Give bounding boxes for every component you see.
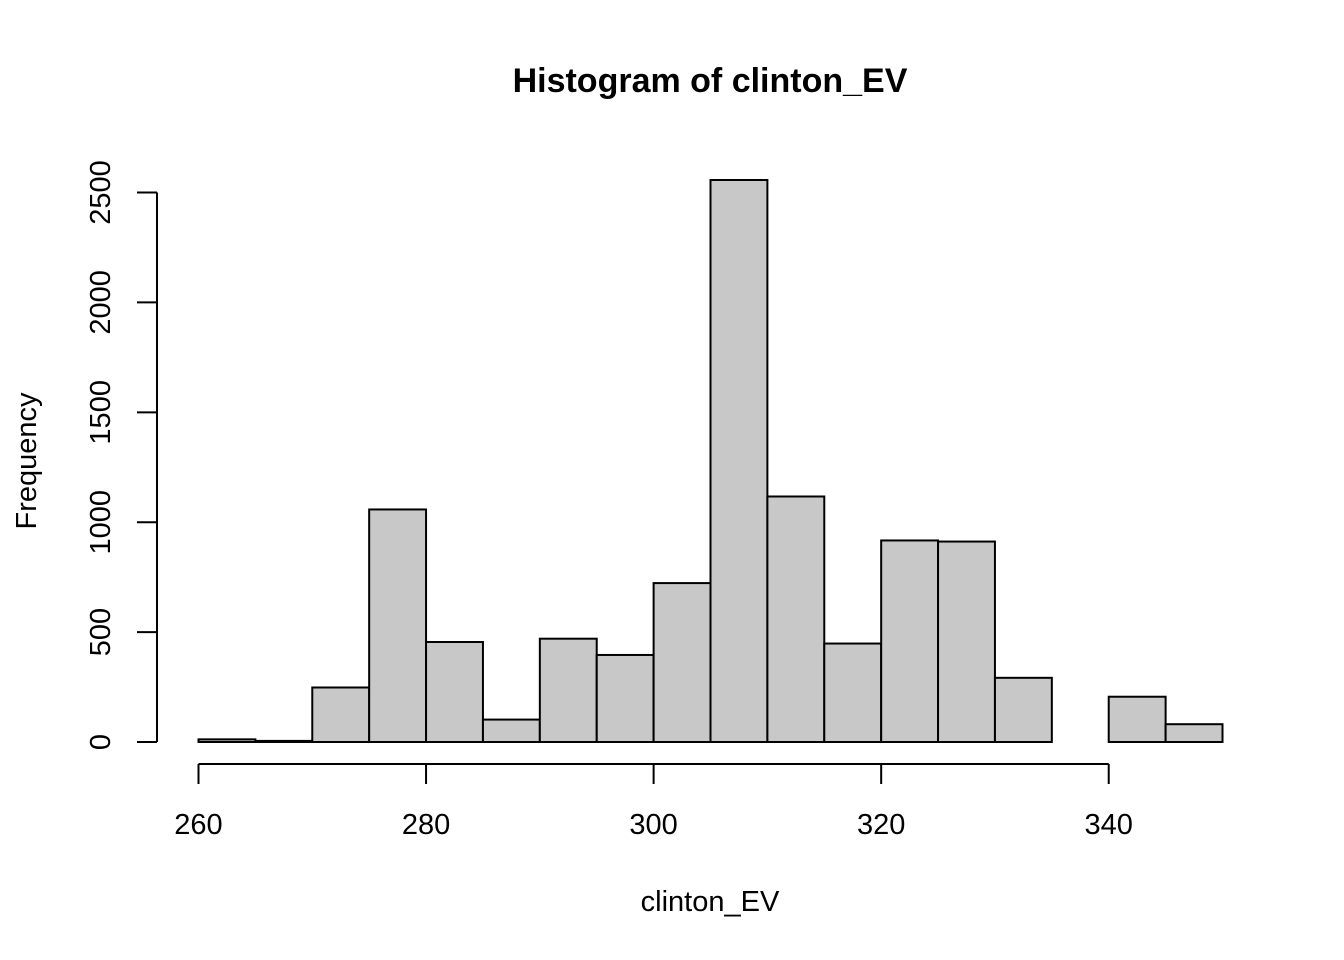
x-tick-label: 320 <box>857 809 905 841</box>
y-tick-label: 1000 <box>85 490 117 555</box>
x-tick-label: 280 <box>402 809 450 841</box>
y-tick-label: 0 <box>85 734 117 750</box>
y-tick-label: 2500 <box>85 160 117 225</box>
histogram-bar <box>254 739 314 744</box>
y-tick-label: 2000 <box>85 270 117 335</box>
histogram-bar <box>595 653 655 743</box>
histogram-bar <box>823 642 883 743</box>
histogram-bar <box>1164 723 1224 743</box>
x-tick-label: 260 <box>174 809 222 841</box>
y-tick-label: 1500 <box>85 380 117 445</box>
y-axis: 0 500 1000 1500 2000 2500 <box>85 160 158 750</box>
y-tick-label: 500 <box>85 608 117 656</box>
x-axis-label: clinton_EV <box>641 886 780 918</box>
x-tick-label: 300 <box>629 809 677 841</box>
bars-group <box>197 179 1224 744</box>
histogram-bar <box>937 540 996 744</box>
histogram-bar <box>311 686 371 743</box>
chart-title: Histogram of clinton_EV <box>513 62 908 100</box>
histogram-bar <box>766 495 826 743</box>
y-axis-label: Frequency <box>11 392 43 530</box>
histogram-bar <box>1107 695 1167 744</box>
histogram-bar <box>538 637 598 744</box>
histogram-bar <box>993 676 1053 743</box>
histogram-bar <box>709 179 769 743</box>
histogram-bar <box>481 718 541 744</box>
x-tick-label: 340 <box>1085 809 1133 841</box>
histogram-bar <box>368 508 428 743</box>
x-axis: 260 280 300 320 340 <box>174 763 1133 841</box>
histogram-bar <box>197 738 257 744</box>
histogram-bar <box>652 582 712 744</box>
histogram-bar <box>425 640 484 744</box>
histogram-bar <box>880 539 940 744</box>
